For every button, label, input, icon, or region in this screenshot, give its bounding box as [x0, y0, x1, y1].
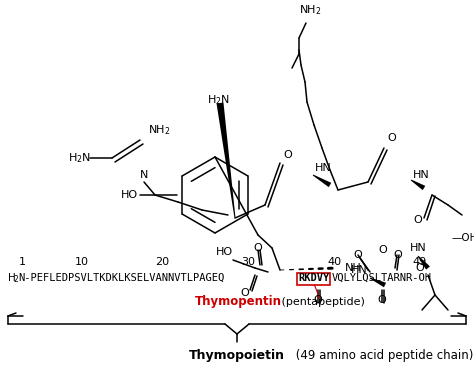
Text: O: O	[314, 295, 322, 305]
Text: HO: HO	[121, 190, 138, 200]
Text: 1: 1	[18, 257, 26, 267]
Text: (pentapeptide): (pentapeptide)	[278, 297, 365, 307]
Text: Thymopoietin: Thymopoietin	[189, 349, 285, 361]
Text: (49 amino acid peptide chain): (49 amino acid peptide chain)	[292, 349, 474, 361]
Text: Thymopentin: Thymopentin	[195, 296, 282, 308]
Text: O: O	[241, 288, 249, 298]
Text: HN: HN	[410, 243, 427, 253]
Text: H$_2$N: H$_2$N	[207, 93, 229, 107]
Text: O: O	[379, 245, 387, 255]
Text: N-PEFLEDPSVLTKDKLKSELVANNVTLPAGEQ: N-PEFLEDPSVLTKDKLKSELVANNVTLPAGEQ	[18, 273, 224, 283]
Text: 40: 40	[328, 257, 342, 267]
Text: RKDVY: RKDVY	[298, 273, 329, 283]
Text: HN: HN	[413, 170, 430, 180]
Text: O: O	[254, 243, 263, 253]
Text: NH$_2$: NH$_2$	[148, 123, 171, 137]
Text: O: O	[416, 263, 424, 273]
Text: 10: 10	[75, 257, 89, 267]
Text: 49: 49	[413, 257, 427, 267]
Text: HN: HN	[315, 163, 332, 173]
Text: O: O	[393, 250, 402, 260]
Text: HN: HN	[351, 265, 368, 275]
Text: —OH: —OH	[452, 233, 474, 243]
Text: 20: 20	[155, 257, 169, 267]
Text: O: O	[354, 250, 363, 260]
Text: VQLYLQSLTARNR-OH: VQLYLQSLTARNR-OH	[332, 273, 432, 283]
Polygon shape	[370, 278, 386, 287]
Text: NH$_2$: NH$_2$	[299, 3, 321, 17]
Polygon shape	[418, 256, 430, 270]
Text: O: O	[283, 150, 292, 160]
Polygon shape	[217, 103, 236, 218]
Text: NH: NH	[345, 263, 362, 273]
Text: N: N	[140, 170, 148, 180]
Text: 2: 2	[14, 275, 19, 285]
Text: O: O	[414, 215, 422, 225]
Text: H$_2$N: H$_2$N	[68, 151, 91, 165]
Text: O: O	[388, 133, 396, 143]
Text: HO: HO	[216, 247, 233, 257]
Polygon shape	[313, 175, 331, 187]
Text: O: O	[378, 295, 386, 305]
Text: 30: 30	[241, 257, 255, 267]
Polygon shape	[411, 180, 425, 190]
Text: H: H	[8, 273, 16, 283]
